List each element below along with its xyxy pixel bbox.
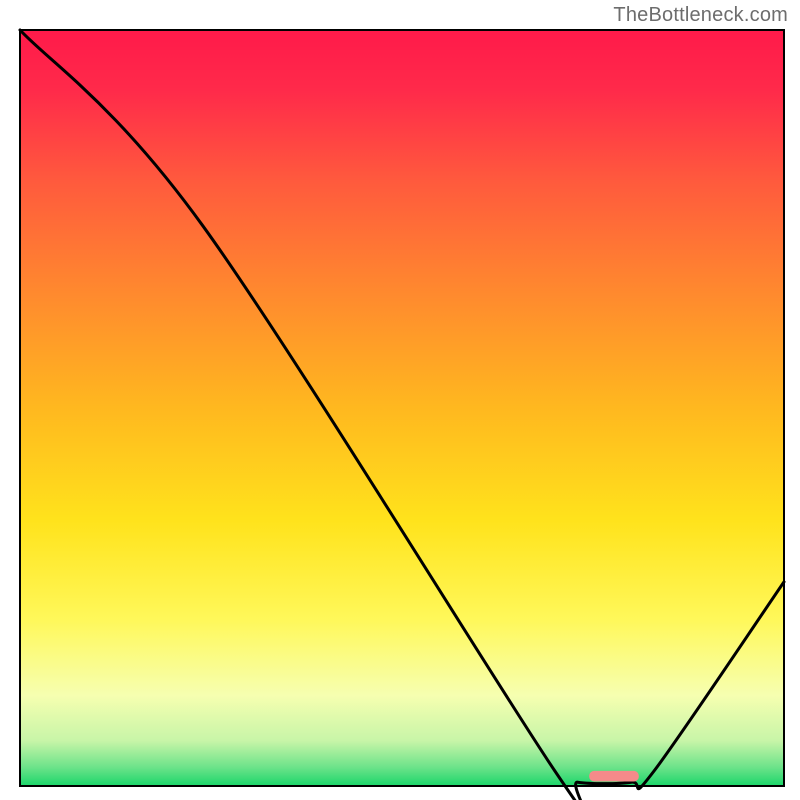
- optimal-marker: [589, 771, 639, 782]
- bottleneck-chart: [0, 0, 800, 800]
- chart-container: { "watermark_text": "TheBottleneck.com",…: [0, 0, 800, 800]
- chart-background: [20, 30, 784, 786]
